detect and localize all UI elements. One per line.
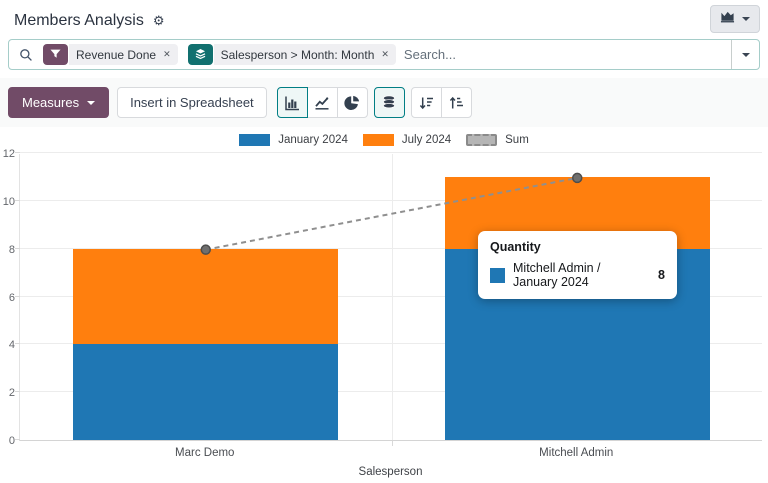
measures-label: Measures — [22, 95, 80, 110]
gear-icon[interactable]: ⚙ — [152, 13, 165, 28]
chart-btn-sort-asc[interactable] — [440, 87, 472, 118]
y-tick-label: 6 — [8, 291, 15, 304]
stacked-icon — [381, 95, 397, 111]
area-chart-icon — [720, 9, 735, 29]
y-tick-label: 10 — [2, 195, 15, 208]
chart-btn-line[interactable] — [306, 87, 338, 118]
y-tick-label: 8 — [8, 243, 15, 256]
chevron-down-icon — [87, 100, 96, 105]
bar-chart-icon — [284, 95, 300, 111]
pie-chart-icon — [344, 95, 360, 111]
tooltip-title: Quantity — [490, 240, 541, 254]
chart-btn-bar[interactable] — [276, 87, 308, 118]
tooltip-swatch — [490, 267, 505, 283]
filter-icon — [43, 44, 68, 65]
gridline — [20, 152, 762, 153]
y-tick-mark — [15, 439, 20, 440]
chevron-down-icon — [741, 52, 750, 57]
bar-marc-demo-january-2024[interactable] — [73, 344, 339, 440]
facet-groupby-salesperson-month[interactable]: Salesperson > Month: Month ✕ — [187, 44, 396, 65]
gridline — [20, 391, 762, 393]
y-tick-mark — [15, 247, 20, 249]
page-title: Members Analysis — [14, 12, 144, 29]
y-tick-mark — [15, 199, 20, 201]
search-icon — [19, 48, 33, 62]
y-tick-label: 4 — [8, 339, 15, 352]
x-axis-labels: Marc Demo Mitchell Admin — [19, 447, 762, 461]
x-axis-title: Salesperson — [358, 466, 423, 478]
y-tick-mark — [15, 152, 20, 153]
y-tick-label: 0 — [8, 435, 15, 447]
legend-item-july-2024[interactable]: July 2024 — [362, 134, 452, 146]
legend-label: July 2024 — [401, 134, 452, 146]
chart-legend: January 2024 July 2024 Sum — [0, 134, 768, 146]
chevron-down-icon — [742, 17, 750, 21]
chart-btn-sort-desc[interactable] — [410, 87, 442, 118]
facet-filter-revenue-done[interactable]: Revenue Done ✕ — [43, 44, 178, 65]
y-tick-mark — [15, 343, 20, 345]
x-tick-mark — [391, 441, 393, 446]
y-tick-label: 12 — [2, 148, 15, 160]
x-category-label: Mitchell Admin — [539, 447, 614, 459]
legend-item-sum[interactable]: Sum — [466, 134, 529, 146]
line-chart-icon — [314, 95, 330, 111]
legend-label: January 2024 — [278, 134, 348, 146]
gridline — [20, 295, 762, 297]
tooltip-label: Mitchell Admin / January 2024 — [513, 261, 601, 289]
legend-swatch — [362, 134, 394, 146]
y-axis: 0 2 4 6 8 10 12 — [0, 148, 15, 447]
header: Members Analysis ⚙ — [0, 0, 768, 38]
legend-swatch — [239, 134, 271, 146]
gridline — [391, 154, 393, 440]
chart-tooltip: Quantity Mitchell Admin / January 2024 8 — [478, 231, 677, 299]
facet-label: Revenue Done — [76, 47, 157, 62]
bar-marc-demo-july-2024[interactable] — [73, 248, 339, 345]
legend-swatch-sum — [466, 134, 498, 146]
insert-label: Insert in Spreadsheet — [130, 95, 254, 110]
tooltip-row: Mitchell Admin / January 2024 8 — [490, 261, 665, 289]
control-panel: Measures Insert in Spreadsheet — [0, 78, 768, 127]
insert-in-spreadsheet-button[interactable]: Insert in Spreadsheet — [117, 87, 267, 118]
gridline — [20, 343, 762, 345]
measures-button[interactable]: Measures — [8, 87, 110, 118]
layers-icon — [187, 44, 213, 65]
close-icon[interactable]: ✕ — [381, 49, 389, 59]
search-input[interactable] — [395, 47, 731, 62]
y-tick-label: 2 — [8, 387, 15, 400]
y-tick-mark — [15, 391, 20, 393]
legend-label: Sum — [505, 134, 529, 146]
sort-descending-icon — [418, 95, 434, 111]
facet-label: Salesperson > Month: Month — [220, 47, 375, 62]
y-tick-mark — [15, 295, 20, 297]
close-icon[interactable]: ✕ — [163, 49, 171, 59]
x-category-label: Marc Demo — [175, 447, 235, 459]
chart-btn-pie[interactable] — [336, 87, 368, 118]
graph-view: January 2024 July 2024 Sum 0 2 4 6 8 10 12 Mar… — [0, 127, 768, 482]
tooltip-value: 8 — [658, 268, 665, 282]
search-dropdown-toggle[interactable] — [731, 40, 759, 69]
chart-btn-stacked[interactable] — [373, 87, 405, 118]
sort-ascending-icon — [448, 95, 464, 111]
view-switcher-button[interactable] — [710, 5, 760, 33]
search-bar: Revenue Done ✕ Salesperson > Month: Mont… — [8, 39, 760, 70]
legend-item-january-2024[interactable]: January 2024 — [239, 134, 348, 146]
